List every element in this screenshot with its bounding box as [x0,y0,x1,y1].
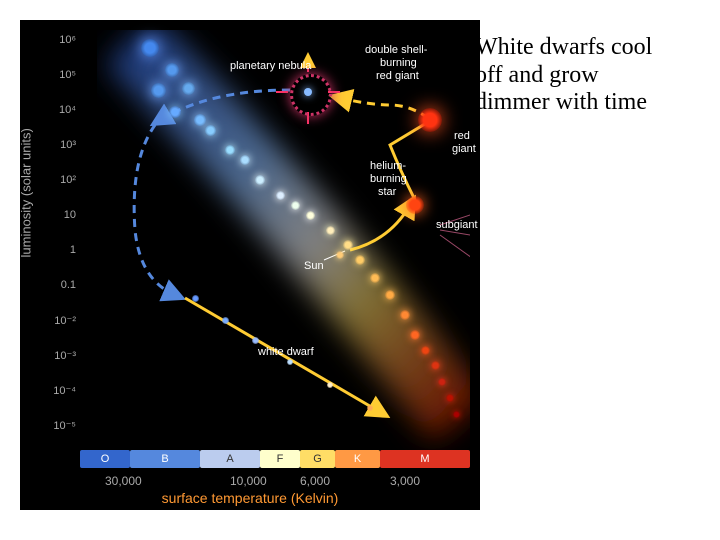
chart-label: burning [380,57,417,69]
star-point [182,82,195,95]
star-point [343,240,353,250]
spectral-class: M [380,450,470,468]
y-tick-label: 10⁴ [46,104,76,116]
y-tick-label: 10² [46,174,76,186]
star-point [438,378,446,386]
star-point [205,125,216,136]
star-point [406,196,424,214]
star-point [446,394,454,402]
hr-diagram-chart: luminosity (solar units) surface tempera… [20,20,480,510]
y-tick-label: 10³ [46,139,76,151]
spectral-class: G [300,450,335,468]
star-point [326,226,335,235]
planetary-nebula-icon [290,74,332,116]
star-point [169,106,181,118]
star-point [385,290,395,300]
chart-label: red giant [376,70,419,82]
y-tick-label: 1 [46,244,76,256]
star-point [165,63,179,77]
chart-label: star [378,186,396,198]
chart-label: white dwarf [258,346,314,358]
spectral-class: A [200,450,260,468]
star-point [418,108,442,132]
x-tick-label: 3,000 [390,474,420,488]
planetary-nebula-core [304,88,312,96]
star-point [327,382,333,388]
x-tick-label: 10,000 [230,474,267,488]
chart-label: red [454,130,470,142]
star-point [367,405,373,411]
star-point [225,145,235,155]
slide-container: luminosity (solar units) surface tempera… [0,0,720,540]
y-tick-label: 10 [46,209,76,221]
spectral-class: F [260,450,300,468]
star-point [370,273,380,283]
chart-label: planetary nebula [230,60,311,72]
star-point [141,39,159,57]
star-point [400,310,410,320]
spectral-class: K [335,450,380,468]
y-tick-label: 10⁶ [46,34,76,46]
chart-label: burning [370,173,407,185]
plot-area [80,30,470,450]
chart-label: helium- [370,160,406,172]
star-point [453,411,460,418]
star-point [336,251,344,259]
x-tick-label: 6,000 [300,474,330,488]
x-axis-label: surface temperature (Kelvin) [20,490,480,506]
spectral-class: B [130,450,200,468]
y-tick-label: 10⁻⁴ [46,384,76,397]
star-point [355,255,365,265]
y-tick-label: 10⁵ [46,69,76,81]
star-point [306,211,315,220]
star-point [151,83,166,98]
chart-label: subgiant [436,219,478,231]
star-point [276,191,285,200]
star-point [240,155,250,165]
chart-label: double shell- [365,44,427,56]
star-point [192,295,199,302]
slide-annotation-text: White dwarfs cool off and grow dimmer wi… [475,34,675,117]
star-point [291,201,300,210]
star-point [421,346,430,355]
spectral-class: O [80,450,130,468]
y-tick-label: 10⁻² [46,314,76,327]
star-point [194,114,206,126]
star-point [431,361,440,370]
star-point [287,359,293,365]
star-point [252,337,259,344]
chart-label: Sun [304,260,324,272]
y-axis-label: luminosity (solar units) [19,128,34,257]
y-tick-label: 0.1 [46,279,76,291]
chart-label: giant [452,143,476,155]
star-point [410,330,420,340]
x-tick-label: 30,000 [105,474,142,488]
y-tick-label: 10⁻⁵ [46,419,76,432]
y-tick-label: 10⁻³ [46,349,76,362]
star-point [255,175,265,185]
star-point [222,317,229,324]
